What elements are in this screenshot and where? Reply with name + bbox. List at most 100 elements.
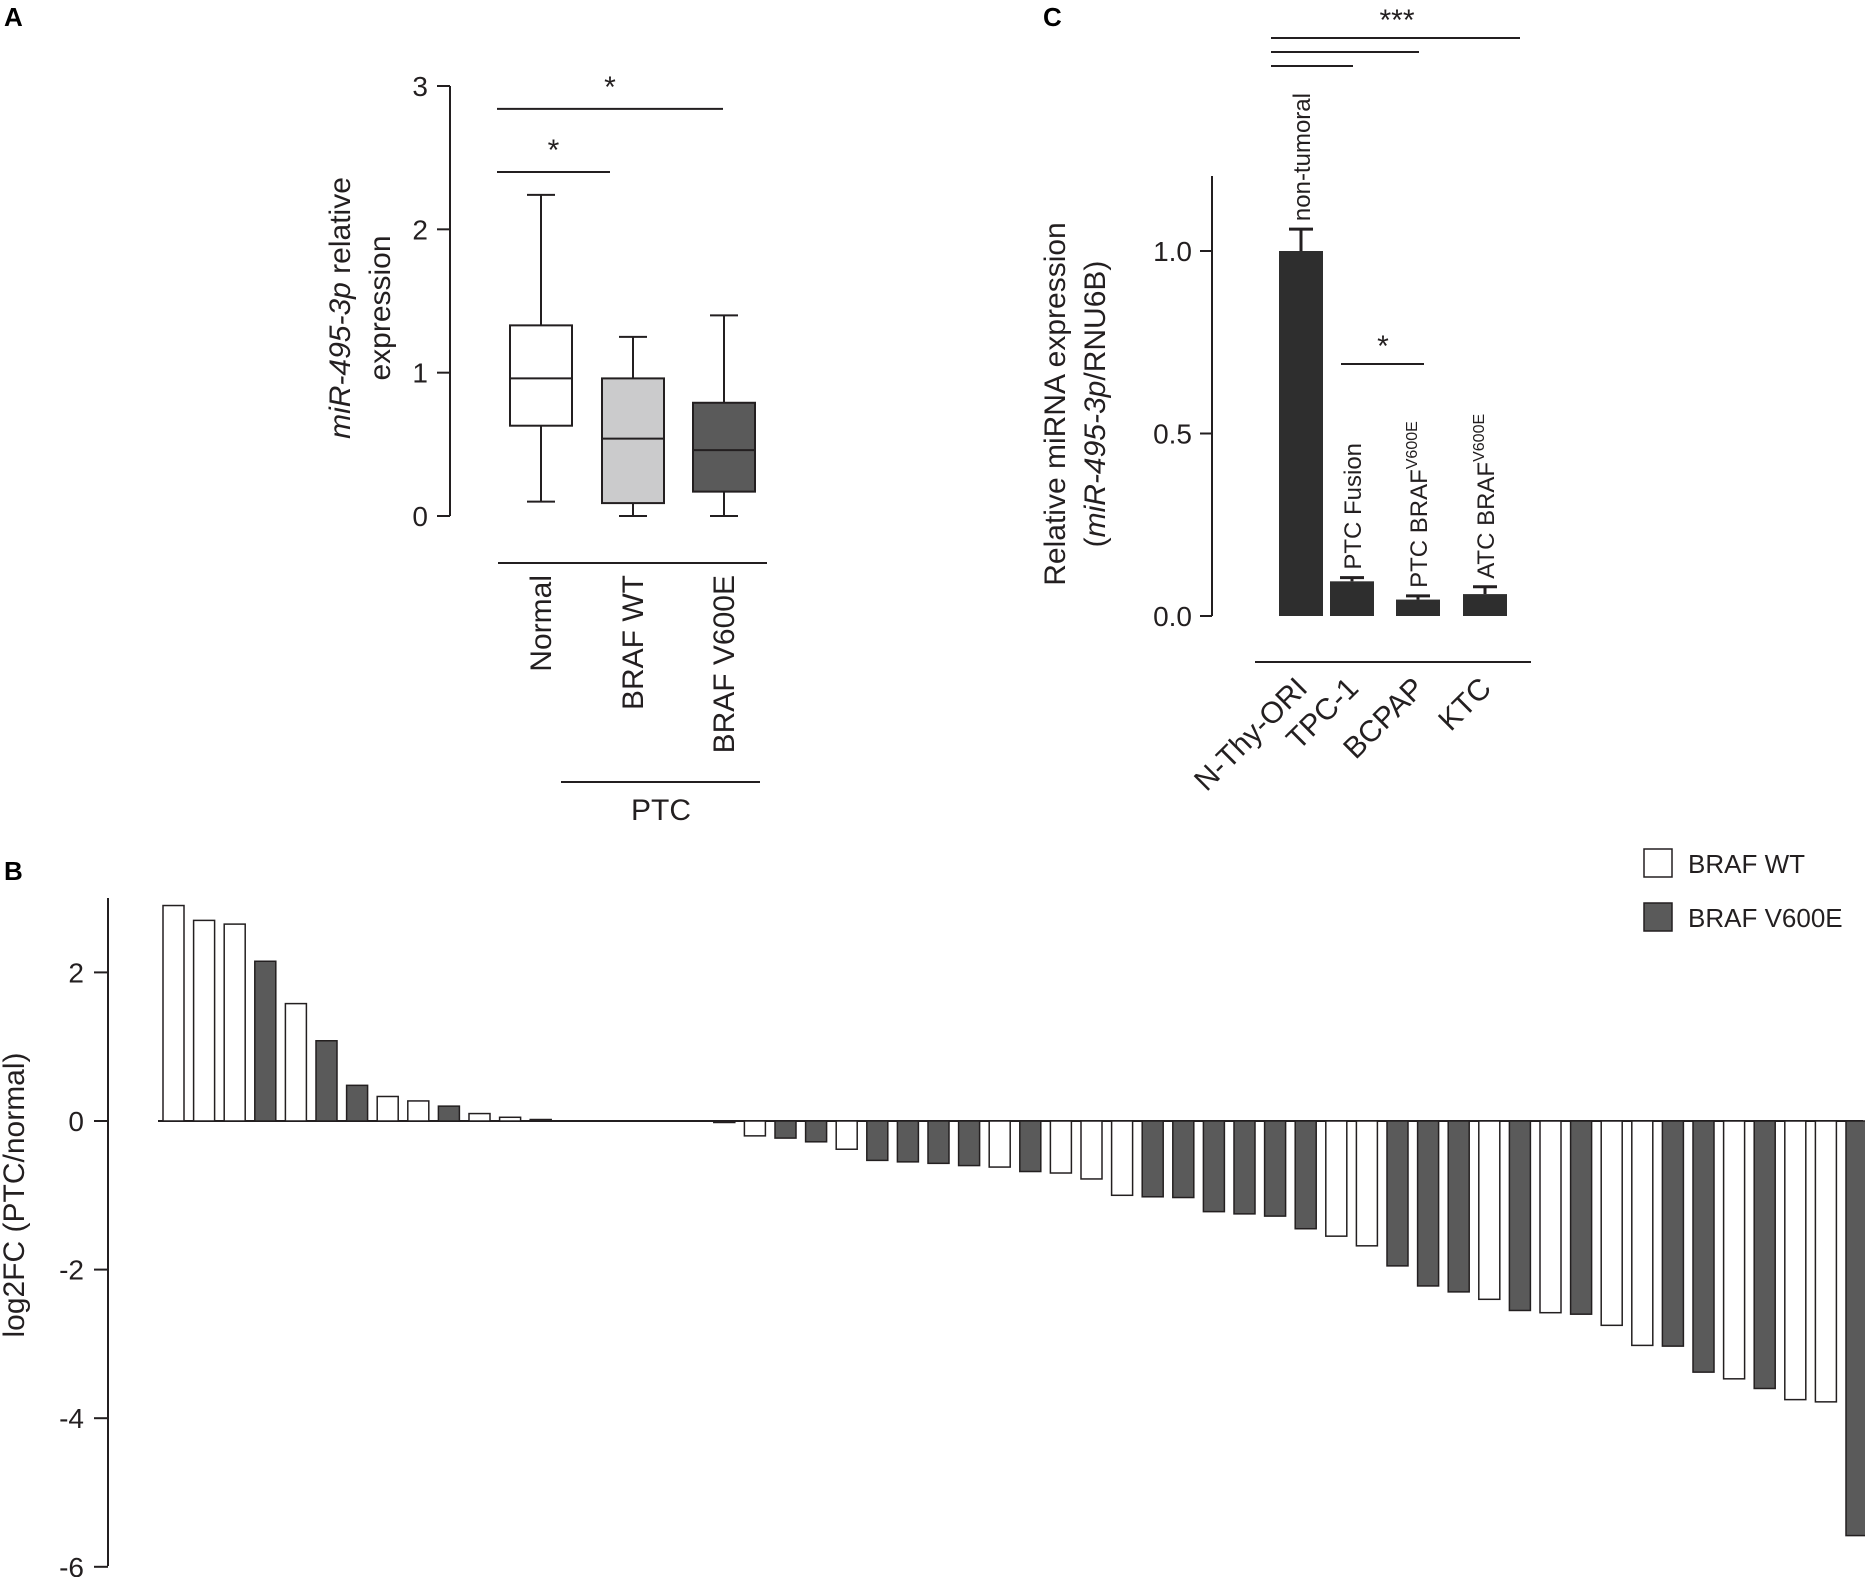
panel-a-sig-star: *: [604, 71, 616, 104]
panel-b-bar: [713, 1120, 736, 1124]
panel-c-bar-label-sup: V600E: [1404, 421, 1421, 469]
panel-b-bar: [1478, 1120, 1501, 1301]
panel-b-bar: [1447, 1120, 1470, 1293]
panel-a-significance: **: [497, 71, 723, 173]
panel-b-bar: [498, 1116, 522, 1122]
panel-b-bar: [1508, 1120, 1532, 1312]
panel-a-group-label: PTC: [631, 794, 691, 827]
panel-b-legend: BRAF WT BRAF V600E: [1643, 848, 1843, 933]
panel-a-box-iqr: [601, 377, 665, 505]
panel-a-y-tick-label: 2: [412, 214, 428, 245]
panel-b-bar: [1722, 1120, 1746, 1380]
panel-b-legend-label: BRAF V600E: [1688, 903, 1843, 933]
panel-a-box-1: [601, 335, 665, 517]
panel-b-bar: [345, 1084, 369, 1122]
panel-c-sig-star-mid: *: [1377, 330, 1389, 363]
panel-b-bar: [1845, 1120, 1865, 1537]
panel-b-bar: [1784, 1120, 1807, 1401]
panel-a-sig-star: *: [548, 134, 560, 167]
panel-a-box-iqr: [509, 324, 573, 427]
panel-c-bar-rect: [1279, 251, 1323, 616]
panel-c-bar-label-sup: V600E: [1471, 414, 1488, 462]
panel-b-bar: [1172, 1120, 1195, 1199]
panel-a-category-label: BRAF V600E: [708, 575, 741, 753]
panel-c-bar-0: [1279, 227, 1323, 616]
panel-c-sig-stars-top: ***: [1379, 4, 1414, 37]
panel-b-y-tick-label: 0: [68, 1106, 84, 1137]
panel-c-y-tick-label: 0.0: [1153, 601, 1192, 632]
panel-b-bar: [1569, 1120, 1593, 1315]
panel-b-bar: [1202, 1120, 1226, 1213]
panel-c-bar-rect: [1396, 599, 1440, 616]
panel-a-category-label: Normal: [525, 575, 558, 672]
panel-b-y-ticks: 2 0 -2 -4 -6: [59, 957, 108, 1577]
panel-b-bar: [743, 1120, 767, 1137]
panel-b-bar: [437, 1105, 461, 1122]
panel-b-bar: [896, 1120, 920, 1163]
panel-c-y-tick-label: 0.5: [1153, 419, 1192, 450]
panel-b-legend-label: BRAF WT: [1688, 849, 1805, 879]
panel-a-box-iqr: [692, 401, 756, 493]
panel-a-box-0: [509, 193, 573, 503]
panel-a-y-axis-title-line2: expression: [364, 235, 397, 380]
panel-a-y-tick-label: 3: [412, 71, 428, 102]
panel-b-y-tick-label: -6: [59, 1552, 84, 1577]
panel-c-y-tick-label: 1.0: [1153, 236, 1192, 267]
panel-b-bar: [804, 1120, 828, 1143]
panel-c-bars: [1279, 227, 1507, 616]
panel-c-bar-rect: [1463, 594, 1507, 616]
panel-b-y-axis-title: log2FC (PTC/normal): [0, 1052, 31, 1337]
panel-a-y-title-italic: miR-495-3p: [324, 282, 357, 439]
panel-b-bar: [866, 1120, 889, 1162]
panel-c-bar-1: [1330, 576, 1374, 616]
panel-b-bar: [1294, 1120, 1317, 1230]
panel-b-bar: [1661, 1120, 1685, 1347]
panel-b-bar: [1263, 1120, 1287, 1217]
panel-b-bar: [529, 1118, 552, 1122]
panel-a-category-labels: Normal BRAF WT BRAF V600E: [525, 575, 741, 753]
panel-c-y-axis-title-line2: (miR-495-3p/RNU6B): [1079, 261, 1112, 548]
panel-a-y-tick-label: 1: [412, 358, 428, 389]
panel-b-bar: [376, 1095, 399, 1122]
panel-b-bar: [1141, 1120, 1164, 1198]
panel-b-bar: [468, 1112, 491, 1122]
panel-b-bar: [927, 1120, 950, 1165]
panel-c-y-ticks: 0.0 0.5 1.0: [1153, 236, 1212, 632]
panel-b-bar: [162, 904, 185, 1122]
panel-b-y-tick-label: -2: [59, 1255, 84, 1286]
panel-c-bar-label: PTC BRAFV600E: [1404, 421, 1433, 588]
panel-b-bar: [1539, 1120, 1562, 1314]
panel-b-bar: [1692, 1120, 1715, 1373]
panel-a-y-ticks: 0 1 2 3: [412, 71, 450, 532]
panel-a-boxes: [509, 193, 756, 517]
panel-a-y-axis-title: miR-495-3p relative: [324, 177, 357, 439]
panel-b-bar: [407, 1100, 430, 1122]
panel-a-y-title-rest: relative: [324, 177, 357, 282]
panel-letter-c: C: [1043, 2, 1062, 32]
panel-c-bar-label-main: PTC Fusion: [1340, 443, 1367, 570]
panel-b-bar: [1325, 1120, 1348, 1237]
panel-c-bar-label: PTC Fusion: [1340, 443, 1367, 570]
panel-b-bars: [162, 904, 1865, 1537]
panel-c-bar-label: ATC BRAFV600E: [1471, 414, 1500, 579]
panel-c-y-title-open: (: [1079, 537, 1112, 547]
panel-c-bar-rect: [1330, 581, 1374, 616]
panel-c-y-axis-title-line1: Relative miRNA expression: [1039, 222, 1072, 585]
panel-b-bar: [315, 1040, 338, 1122]
panel-b-bar: [835, 1120, 858, 1150]
panel-a-box-2: [692, 314, 756, 517]
panel-c-y-title-close: /RNU6B): [1079, 261, 1112, 381]
panel-b-bar: [223, 923, 246, 1122]
panel-b-bar: [1355, 1120, 1379, 1247]
panel-b-bar: [1110, 1120, 1134, 1197]
panel-b-bar: [957, 1120, 981, 1167]
panel-c-category-label: KTC: [1432, 672, 1498, 738]
panel-b-y-tick-label: -4: [59, 1403, 84, 1434]
panel-b-bar: [1631, 1120, 1654, 1347]
panel-b-bar: [1080, 1120, 1103, 1180]
panel-a-category-label: BRAF WT: [617, 575, 650, 710]
